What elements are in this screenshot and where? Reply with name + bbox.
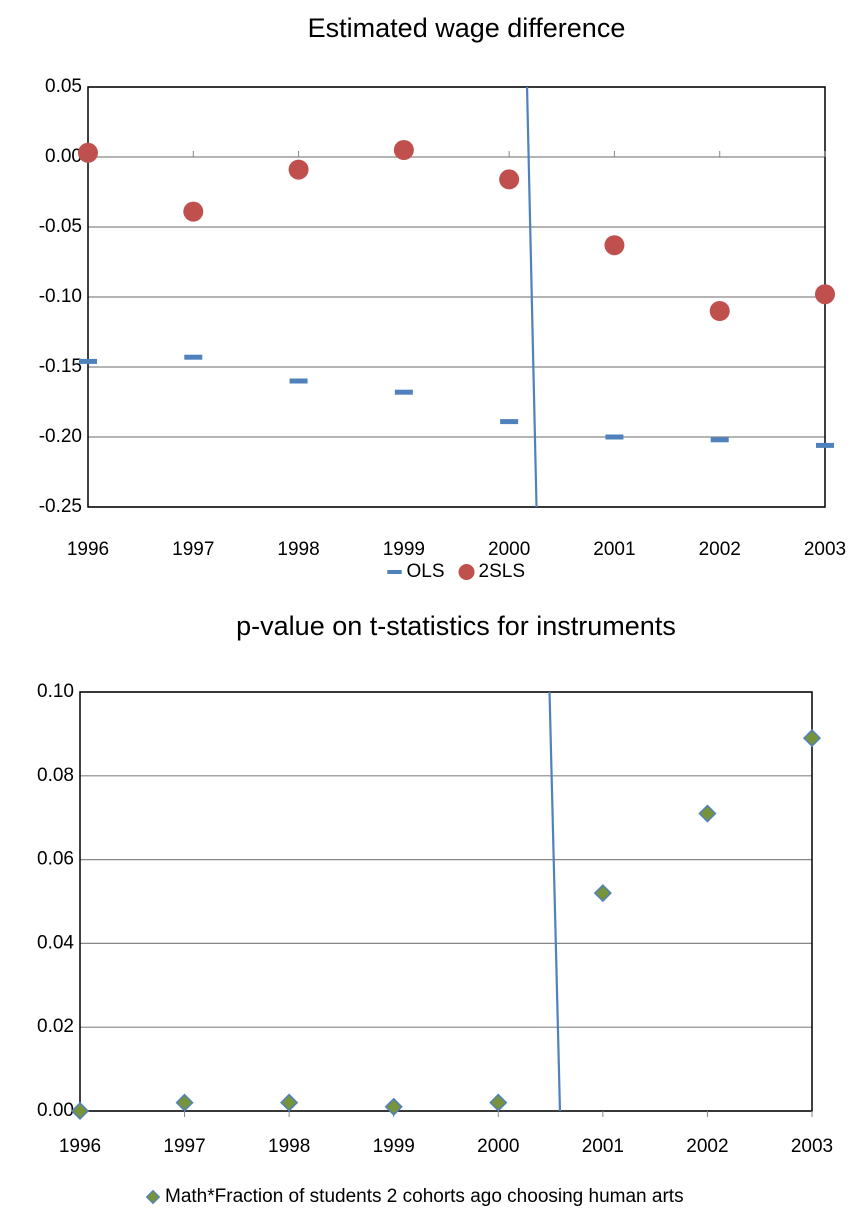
legend-marker [458, 564, 475, 580]
x-tick-label: 1998 [277, 539, 319, 560]
data-point [605, 434, 624, 440]
y-tick-label: -0.15 [39, 356, 82, 377]
data-point [393, 140, 414, 160]
data-point [489, 1093, 508, 1112]
data-point [175, 1093, 194, 1112]
x-tick-label: 1998 [268, 1136, 310, 1157]
legend-marker [387, 570, 402, 574]
data-point [394, 389, 413, 395]
y-tick-label: -0.25 [39, 496, 82, 517]
legend-marker [145, 1189, 161, 1205]
data-point [604, 235, 625, 256]
y-tick-label: 0.02 [37, 1016, 74, 1037]
data-point [500, 419, 519, 425]
x-tick-label: 2002 [686, 1136, 728, 1157]
x-tick-label: 2003 [791, 1136, 833, 1157]
x-tick-label: 1996 [67, 539, 109, 560]
x-tick-label: 2000 [477, 1136, 519, 1157]
x-tick-label: 1999 [383, 539, 425, 560]
legend-label: Math*Fraction of students 2 cohorts ago … [165, 1186, 684, 1207]
data-point [280, 1093, 299, 1112]
data-point [289, 378, 308, 384]
chart-title: p-value on t-statistics for instruments [236, 611, 676, 641]
data-point [79, 358, 97, 364]
data-point [184, 354, 203, 360]
x-tick-label: 2002 [699, 539, 741, 560]
legend-label: 2SLS [479, 561, 525, 582]
y-tick-label: 0.08 [37, 765, 74, 786]
legend: Math*Fraction of students 2 cohorts ago … [165, 1186, 684, 1207]
data-point [499, 169, 520, 190]
y-tick-label: 0.05 [45, 76, 82, 97]
y-tick-label: 0.10 [37, 681, 74, 702]
x-tick-label: 2001 [593, 539, 635, 560]
data-point [78, 142, 98, 163]
y-tick-label: 0.04 [37, 932, 74, 953]
reference-line [548, 691, 562, 1112]
y-tick-label: 0.06 [37, 849, 74, 870]
data-point [710, 437, 729, 443]
x-tick-label: 1999 [373, 1136, 415, 1157]
reference-line [525, 86, 538, 508]
data-point [183, 201, 204, 222]
data-point [384, 1097, 403, 1116]
data-point [816, 442, 834, 448]
y-tick-label: -0.20 [39, 426, 82, 447]
data-point [70, 1101, 90, 1121]
data-point [593, 884, 612, 903]
chart-title: Estimated wage difference [308, 13, 626, 43]
x-tick-label: 1997 [172, 539, 214, 560]
x-tick-label: 2003 [804, 539, 846, 560]
data-point [288, 159, 309, 180]
data-point [709, 301, 730, 321]
data-point [698, 804, 717, 823]
y-tick-label: 0.00 [45, 146, 82, 167]
y-tick-label: -0.10 [39, 286, 82, 307]
y-tick-label: -0.05 [39, 216, 82, 237]
legend: OLS 2SLS [407, 561, 526, 582]
data-point [802, 729, 822, 748]
x-tick-label: 1996 [59, 1136, 101, 1157]
y-tick-label: 0.00 [37, 1100, 74, 1121]
x-tick-label: 1997 [163, 1136, 205, 1157]
data-point [815, 284, 835, 305]
x-tick-label: 2000 [488, 539, 530, 560]
plot-border [79, 691, 813, 1112]
x-tick-label: 2001 [582, 1136, 624, 1157]
legend-label: OLS [407, 561, 445, 582]
